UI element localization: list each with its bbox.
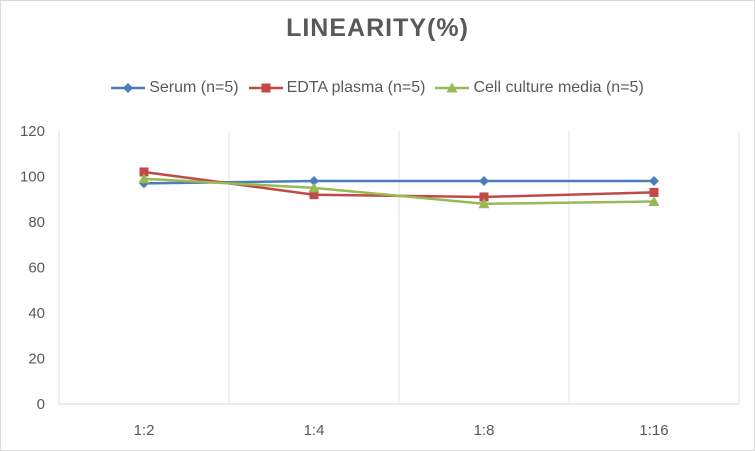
y-tick-label: 0 [37, 396, 45, 413]
y-tick-label: 100 [20, 169, 45, 186]
legend-label-0: Serum (n=5) [149, 79, 239, 96]
legend-item-0: Serum (n=5) [111, 79, 239, 97]
x-tick-label: 1:4 [304, 422, 325, 439]
x-tick-label: 1:16 [639, 422, 668, 439]
data-point-series-2 [478, 198, 490, 209]
y-tick-label: 40 [28, 305, 45, 322]
legend-swatch-0 [111, 83, 146, 93]
data-point-series-1 [479, 192, 489, 202]
legend-item-2: Cell culture media (n=5) [435, 79, 644, 97]
data-point-series-1 [139, 167, 149, 177]
legend-swatch-1 [248, 83, 283, 93]
y-tick-label: 20 [28, 351, 45, 368]
data-point-series-2 [648, 196, 660, 207]
y-tick-label: 60 [28, 260, 45, 277]
y-tick-label: 80 [28, 214, 45, 231]
data-point-series-0 [479, 176, 489, 187]
data-point-series-2 [308, 182, 320, 193]
legend-item-1: EDTA plasma (n=5) [248, 79, 426, 97]
data-point-series-0 [649, 176, 659, 187]
legend-swatch-2 [435, 82, 470, 93]
chart-legend: Serum (n=5) EDTA plasma (n=5) Cell culture… [1, 79, 754, 97]
data-point-series-2 [138, 173, 150, 184]
data-point-series-1 [309, 190, 319, 200]
x-tick-label: 1:2 [134, 422, 155, 439]
chart-title: LINEARITY(%) [286, 14, 469, 42]
legend-label-2: Cell culture media (n=5) [473, 79, 644, 96]
x-tick-label: 1:8 [474, 422, 495, 439]
series-line-2 [143, 177, 655, 206]
legend-label-1: EDTA plasma (n=5) [286, 79, 426, 96]
data-point-series-1 [649, 187, 659, 197]
data-point-series-0 [309, 176, 319, 187]
y-tick-label: 120 [20, 123, 45, 140]
